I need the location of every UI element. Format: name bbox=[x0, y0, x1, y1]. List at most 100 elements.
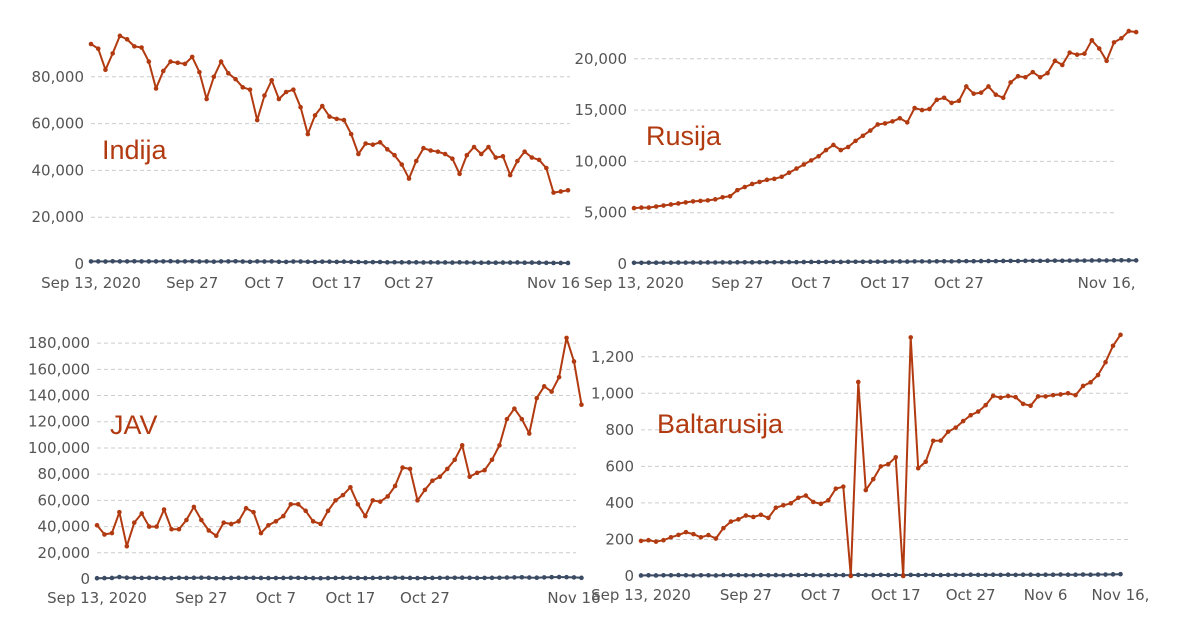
data-point-main bbox=[698, 534, 704, 540]
data-point-secondary bbox=[262, 259, 267, 264]
data-point-main bbox=[698, 198, 703, 204]
data-point-main bbox=[95, 46, 101, 52]
data-point-secondary bbox=[668, 260, 674, 265]
data-point-main bbox=[1035, 394, 1041, 399]
y-tick-label: 80,000 bbox=[38, 465, 91, 483]
data-point-secondary bbox=[743, 572, 749, 578]
data-point-main bbox=[986, 84, 991, 89]
data-point-main bbox=[1028, 403, 1033, 409]
data-point-main bbox=[269, 78, 274, 83]
data-point-secondary bbox=[269, 259, 274, 264]
x-tick-label: Nov 16, bbox=[1078, 274, 1136, 292]
data-point-secondary bbox=[773, 572, 779, 578]
data-point-main bbox=[631, 205, 637, 211]
data-point-main bbox=[243, 505, 249, 511]
y-tick-label: 140,000 bbox=[28, 387, 90, 405]
data-point-secondary bbox=[875, 259, 880, 264]
data-point-secondary bbox=[1005, 572, 1011, 578]
x-tick-label: Oct 27 bbox=[384, 274, 434, 292]
chart-jav: 0 20,000 40,000 60,000 80,000 100,000 120,000 1… bbox=[28, 334, 601, 607]
data-point-main bbox=[392, 152, 397, 158]
data-point-main bbox=[1023, 74, 1028, 80]
data-point-secondary bbox=[169, 575, 174, 581]
data-point-secondary bbox=[1133, 258, 1139, 263]
data-point-secondary bbox=[868, 259, 873, 264]
data-point-main bbox=[486, 144, 491, 150]
data-point-main bbox=[938, 438, 943, 443]
data-point-main bbox=[291, 87, 296, 92]
data-point-secondary bbox=[1074, 258, 1080, 263]
data-point-secondary bbox=[355, 575, 361, 581]
data-point-main bbox=[796, 495, 801, 501]
data-point-secondary bbox=[803, 572, 809, 578]
data-point-main bbox=[399, 162, 405, 167]
data-point-main bbox=[444, 466, 450, 472]
data-point-secondary bbox=[305, 259, 311, 265]
data-point-secondary bbox=[303, 575, 308, 581]
data-point-secondary bbox=[698, 572, 704, 578]
chart-label: Baltarusija bbox=[657, 409, 784, 439]
data-point-secondary bbox=[312, 259, 318, 265]
data-point-secondary bbox=[661, 572, 666, 578]
data-point-secondary bbox=[713, 573, 719, 578]
x-tick-label: Nov 16 bbox=[547, 589, 600, 607]
data-point-secondary bbox=[1050, 572, 1056, 578]
data-point-main bbox=[175, 60, 181, 66]
data-point-main bbox=[1045, 70, 1050, 76]
x-tick-label: Sep 27 bbox=[166, 274, 218, 292]
data-point-secondary bbox=[870, 572, 876, 578]
data-point-main bbox=[1013, 394, 1018, 400]
data-point-main bbox=[464, 152, 470, 158]
data-point-secondary bbox=[742, 260, 748, 265]
data-point-main bbox=[1000, 95, 1006, 101]
data-point-secondary bbox=[945, 572, 951, 578]
data-point-main bbox=[312, 113, 318, 118]
data-point-main bbox=[161, 507, 167, 512]
data-point-secondary bbox=[522, 260, 527, 266]
y-tick-label: 400 bbox=[605, 494, 634, 512]
data-point-main bbox=[912, 105, 917, 111]
data-point-main bbox=[493, 155, 499, 160]
y-tick-label: 20,000 bbox=[575, 50, 628, 68]
data-point-secondary bbox=[430, 575, 435, 581]
y-tick-label: 0 bbox=[617, 255, 627, 273]
data-point-secondary bbox=[927, 259, 932, 264]
data-point-secondary bbox=[526, 575, 532, 580]
chart-label: JAV bbox=[110, 410, 158, 440]
data-point-main bbox=[281, 513, 286, 519]
data-point-secondary bbox=[638, 573, 644, 578]
y-tick-label: 40,000 bbox=[32, 161, 85, 179]
data-point-main bbox=[565, 187, 571, 193]
data-point-secondary bbox=[691, 573, 696, 578]
chart-label: Indija bbox=[102, 135, 168, 165]
data-point-main bbox=[683, 529, 689, 535]
data-point-main bbox=[536, 157, 542, 163]
y-tick-label: 5,000 bbox=[584, 204, 627, 222]
data-point-secondary bbox=[565, 260, 571, 266]
data-point-main bbox=[544, 165, 549, 171]
data-point-secondary bbox=[457, 260, 462, 265]
data-point-main bbox=[705, 198, 711, 203]
x-tick-label: Oct 17 bbox=[326, 589, 376, 607]
data-point-main bbox=[713, 536, 719, 541]
data-point-secondary bbox=[348, 259, 354, 265]
data-point-secondary bbox=[893, 572, 899, 578]
data-point-main bbox=[430, 478, 435, 484]
data-point-main bbox=[333, 498, 338, 503]
data-point-main bbox=[826, 498, 831, 503]
data-point-secondary bbox=[529, 260, 535, 265]
x-tick-label: Oct 7 bbox=[244, 274, 284, 292]
data-point-main bbox=[890, 119, 895, 124]
y-tick-label: 0 bbox=[74, 255, 84, 273]
data-point-secondary bbox=[1058, 572, 1063, 577]
data-point-secondary bbox=[139, 259, 144, 264]
data-point-secondary bbox=[175, 259, 181, 264]
data-point-secondary bbox=[348, 575, 353, 581]
data-point-main bbox=[471, 144, 477, 150]
data-point-secondary bbox=[840, 572, 846, 578]
x-tick-label: Oct 7 bbox=[801, 586, 841, 604]
data-point-main bbox=[1020, 401, 1026, 407]
data-point-secondary bbox=[281, 575, 286, 581]
data-point-main bbox=[117, 33, 123, 39]
